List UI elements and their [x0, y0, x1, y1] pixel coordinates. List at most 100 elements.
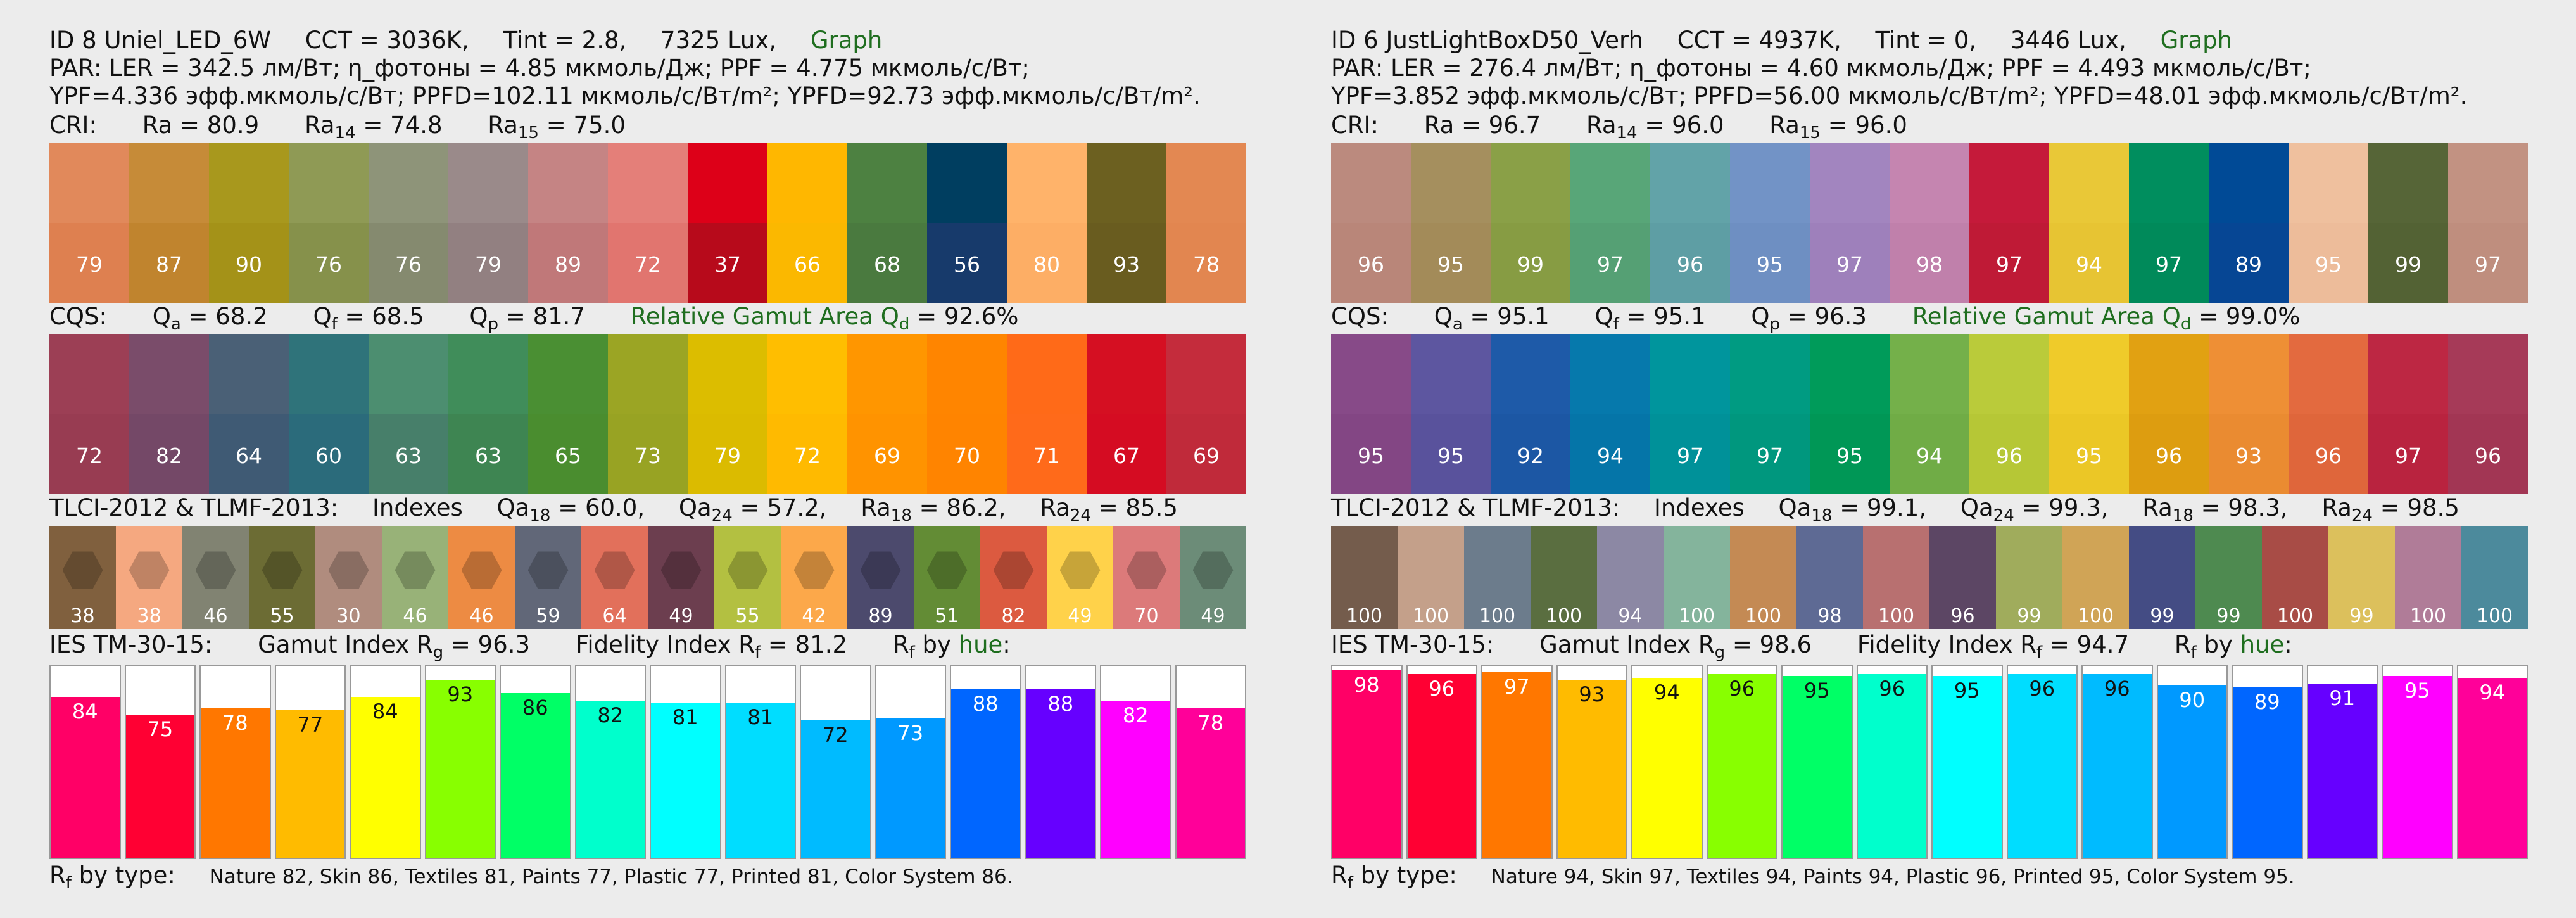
swatch-reference-half [129, 334, 209, 414]
tm30-hue-bar-fill [1783, 676, 1852, 858]
hue-link[interactable]: hue [958, 631, 1003, 658]
swatch-reference-half [289, 334, 369, 414]
cqs-swatch-value: 65 [555, 443, 581, 468]
cqs-swatch-value: 67 [1113, 443, 1140, 468]
swatch-test-half [2289, 414, 2368, 494]
swatch-reference-half [1890, 143, 1969, 223]
cqs-swatch-value: 97 [1677, 443, 1703, 468]
cri-swatch: 95 [2289, 143, 2368, 303]
tm30-hue-bar-value: 81 [672, 705, 698, 730]
cri-swatch-value: 95 [1437, 252, 1464, 277]
cri-swatch: 97 [1969, 143, 2049, 303]
swatch-test-half [1331, 222, 1411, 303]
cqs-swatch: 69 [847, 334, 927, 494]
tlci-swatch-value: 100 [1479, 605, 1516, 627]
swatch-test-half [1650, 222, 1730, 303]
tm30-hue-bar: 96 [2006, 665, 2078, 859]
swatch-test-half [767, 222, 847, 303]
tm30-hue-bar-fill [1857, 674, 1926, 858]
tm30-hue-bar-value: 78 [222, 711, 248, 736]
tm30-hue-bar-fill [1482, 672, 1551, 858]
tm30-hue-bar: 81 [724, 665, 796, 859]
tlci-swatch-value: 46 [403, 605, 427, 627]
tm30-hue-bar-value: 98 [1353, 673, 1380, 698]
tm30-hue-bar: 78 [1175, 665, 1246, 859]
tlci-swatch: 46 [182, 526, 249, 629]
tlci-swatch-value: 55 [270, 605, 294, 627]
tlci-swatch-value: 100 [2476, 605, 2513, 627]
swatch-test-half [927, 222, 1007, 303]
hue-link[interactable]: hue [2240, 631, 2285, 658]
qa24-value: Qa24 = 99.3, [1960, 494, 2109, 525]
tm30-line: IES TM-30-15: Gamut Index Rg = 98.6 Fide… [1331, 631, 2292, 661]
tlci-line: TLCI-2012 & TLMF-2013: Indexes Qa18 = 99… [1331, 494, 2459, 525]
rf-type-line: Rf by type: Nature 82, Skin 86, Textiles… [49, 862, 1013, 891]
tm30-hue-bar-fill [1707, 674, 1776, 858]
tlci-swatch-value: 49 [1201, 605, 1225, 627]
tlci-swatch: 49 [648, 526, 714, 629]
swatch-test-half [1087, 414, 1166, 494]
cqs-label: CQS: [1331, 303, 1389, 330]
tm30-hue-bar-fill [801, 720, 870, 858]
tlci-line: TLCI-2012 & TLMF-2013: Indexes Qa18 = 60… [49, 494, 1178, 524]
tm30-hue-bar: 93 [424, 665, 496, 859]
cri-swatch: 97 [2129, 143, 2209, 303]
tlci-swatch-value: 100 [1545, 605, 1582, 627]
tm30-hue-bar-value: 77 [297, 713, 324, 737]
cri-swatch: 94 [2049, 143, 2129, 303]
cri-swatch-value: 89 [555, 252, 581, 277]
swatch-reference-half [448, 334, 528, 414]
tlci-swatch: 100 [1398, 526, 1464, 629]
tm30-hue-bar-fill [201, 708, 270, 858]
tm30-hue-bar-fill [1557, 680, 1626, 858]
rf-type-label: Rf by type: [1331, 862, 1457, 893]
swatch-test-half [1166, 222, 1246, 303]
swatch-reference-half [1969, 143, 2049, 223]
qp-value: Qp = 96.3 [1751, 303, 1867, 334]
swatch-test-half [49, 414, 129, 494]
tm30-hue-bar: 82 [574, 665, 646, 859]
swatch-test-half [1890, 222, 1969, 303]
cqs-swatch: 63 [448, 334, 528, 494]
tlci-swatch: 100 [2062, 526, 2129, 629]
cri-label: CRI: [49, 112, 97, 139]
tm30-hue-bar-value: 94 [1653, 680, 1680, 705]
tlci-swatch: 99 [1996, 526, 2062, 629]
cqs-label: CQS: [49, 303, 107, 330]
swatch-reference-half [2289, 143, 2368, 223]
cqs-swatch: 93 [2209, 334, 2289, 494]
header-line: ID 8 Uniel_LED_6W CCT = 3036K, Tint = 2.… [49, 27, 882, 54]
cqs-swatch-value: 96 [1996, 443, 2023, 468]
cct-value: CCT = 4937K, [1677, 27, 1841, 54]
swatch-test-half [1890, 414, 1969, 494]
tm30-hue-bar: 95 [2382, 665, 2453, 859]
tlci-label: TLCI-2012 & TLMF-2013: [1331, 494, 1620, 521]
cqs-swatch-value: 72 [76, 443, 103, 468]
tm30-hue-bar-value: 90 [2179, 688, 2206, 713]
qp-value: Qp = 81.7 [469, 303, 585, 334]
tm30-hue-bar: 94 [1631, 665, 1703, 859]
swatch-reference-half [2129, 143, 2209, 223]
cri-swatch: 76 [289, 143, 369, 303]
swatch-test-half [2049, 414, 2129, 494]
cri-swatch-value: 97 [2156, 252, 2182, 277]
tm30-hue-bar-value: 84 [372, 699, 398, 724]
ra14-value: Ra14 = 74.8 [304, 112, 443, 143]
swatch-reference-half [608, 334, 688, 414]
tlci-swatch: 70 [1113, 526, 1180, 629]
swatch-test-half [1491, 414, 1570, 494]
tlci-swatch-value: 96 [1950, 605, 1975, 627]
graph-link[interactable]: Graph [810, 27, 883, 54]
cqs-swatch: 95 [1411, 334, 1491, 494]
swatch-reference-half [1730, 143, 1810, 223]
tlci-swatch-row: 100 100 100 100 94 100 100 98 100 96 99 100 99 99 100 9… [1331, 526, 2528, 629]
tlci-label: TLCI-2012 & TLMF-2013: [49, 494, 339, 521]
swatch-reference-half [847, 334, 927, 414]
swatch-reference-half [2209, 334, 2289, 414]
swatch-reference-half [2129, 334, 2209, 414]
tlci-swatch: 49 [1047, 526, 1113, 629]
lux-value: 3446 Lux, [2010, 27, 2126, 54]
cqs-swatch-value: 71 [1033, 443, 1060, 468]
graph-link[interactable]: Graph [2160, 27, 2233, 54]
swatch-reference-half [528, 334, 608, 414]
